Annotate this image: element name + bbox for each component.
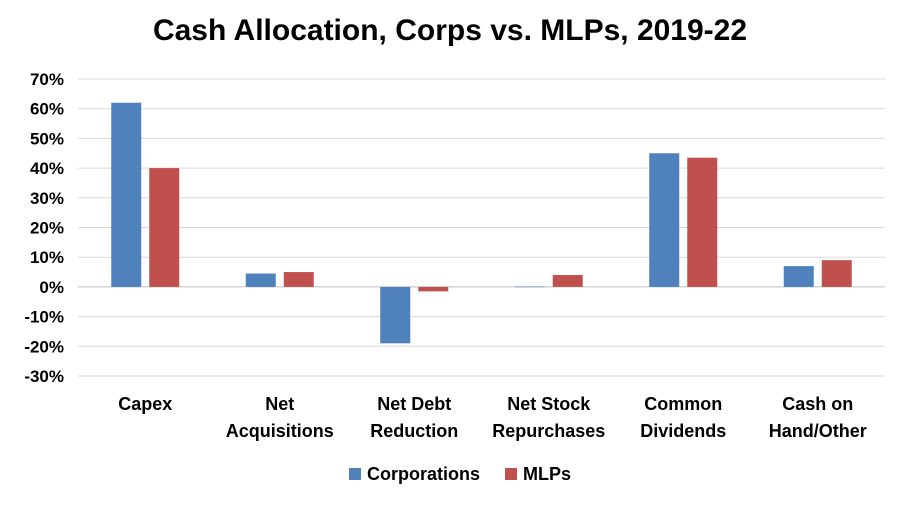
x-tick-label: Dividends <box>640 421 726 441</box>
x-tick-label: Reduction <box>370 421 458 441</box>
bar-corporations <box>783 266 814 287</box>
y-tick-label: 60% <box>30 100 64 119</box>
y-tick-label: 0% <box>39 278 64 297</box>
bar-mlps <box>283 272 314 287</box>
legend: Corporations MLPs <box>349 464 571 484</box>
y-axis-ticks: 70% 60% 50% 40% 30% 20% 10% 0% -10% -20% -30% <box>24 70 64 386</box>
bar-mlps <box>821 260 852 287</box>
bars <box>111 102 852 344</box>
x-tick-label: Net Stock <box>507 394 591 414</box>
bar-corporations <box>514 286 545 288</box>
chart-title: Cash Allocation, Corps vs. MLPs, 2019-22 <box>153 14 747 47</box>
bar-mlps <box>687 157 718 287</box>
category-labels: Capex Net Acquisitions Net Debt Reduction Net… <box>118 394 867 441</box>
y-tick-label: 20% <box>30 219 64 238</box>
bar-corporations <box>380 286 411 344</box>
bar-corporations <box>111 102 142 287</box>
y-tick-label: 70% <box>30 70 64 89</box>
x-tick-label: Hand/Other <box>769 421 867 441</box>
legend-label: MLPs <box>523 464 571 484</box>
x-tick-label: Common <box>644 394 722 414</box>
bar-mlps <box>418 286 449 292</box>
x-tick-label: Net <box>265 394 294 414</box>
bar-corporations <box>649 153 680 287</box>
bar-corporations <box>245 273 276 287</box>
gridlines <box>78 78 885 377</box>
y-tick-label: 40% <box>30 159 64 178</box>
legend-swatch <box>505 468 517 480</box>
y-tick-label: -10% <box>24 308 64 327</box>
legend-label: Corporations <box>367 464 480 484</box>
y-tick-label: 10% <box>30 248 64 267</box>
x-tick-label: Repurchases <box>492 421 605 441</box>
x-tick-label: Acquisitions <box>226 421 334 441</box>
y-tick-label: -30% <box>24 367 64 386</box>
bar-mlps <box>552 275 583 287</box>
legend-swatch <box>349 468 361 480</box>
y-tick-label: 50% <box>30 129 64 148</box>
x-tick-label: Cash on <box>782 394 853 414</box>
bar-mlps <box>149 168 180 287</box>
x-tick-label: Capex <box>118 394 172 414</box>
x-tick-label: Net Debt <box>377 394 451 414</box>
y-tick-label: -20% <box>24 337 64 356</box>
y-tick-label: 30% <box>30 189 64 208</box>
